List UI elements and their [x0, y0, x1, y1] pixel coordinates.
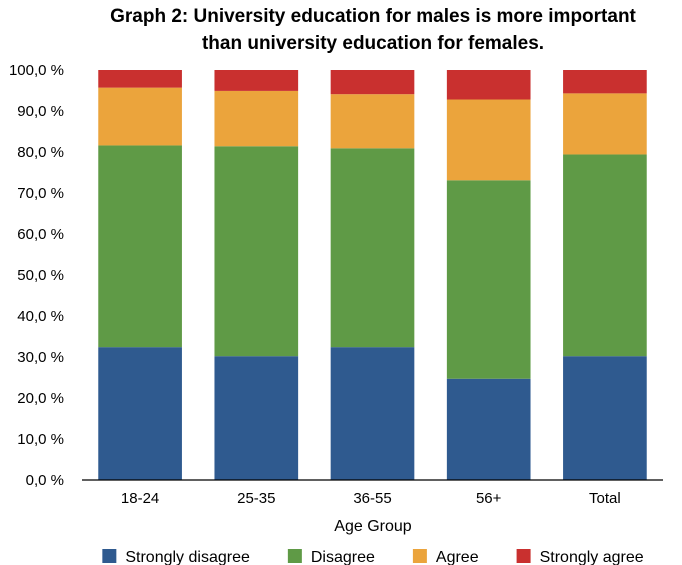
bar-segment-disagree [446, 180, 531, 379]
bar-segment-agree [98, 87, 182, 146]
bar-segment-agree [214, 90, 299, 147]
y-tick-label: 70,0 % [17, 185, 64, 202]
x-tick-label: Total [589, 490, 621, 507]
y-tick-label: 80,0 % [17, 144, 64, 161]
legend-label: Disagree [311, 549, 375, 565]
bar-segment-strongly-agree [214, 70, 299, 91]
x-axis-ticks: 18-24 25-35 36-55 56+ Total [121, 490, 621, 507]
bar-segment-strongly-agree [330, 70, 415, 95]
bar-segment-agree [563, 93, 647, 155]
bar-segment-disagree [214, 146, 299, 357]
legend-swatch [102, 549, 117, 563]
y-tick-label: 0,0 % [26, 472, 64, 489]
legend: Strongly disagree Disagree Agree Strongly a… [102, 549, 644, 565]
x-tick-label: 25-35 [237, 490, 275, 507]
y-tick-label: 30,0 % [17, 349, 64, 366]
bar-segment-disagree [98, 145, 182, 348]
y-tick-label: 10,0 % [17, 431, 64, 448]
bar-segment-disagree [330, 148, 415, 348]
bar-segment-disagree [563, 154, 647, 357]
y-tick-label: 40,0 % [17, 308, 64, 325]
bar-segment-strongly-agree [446, 70, 531, 100]
y-tick-label: 50,0 % [17, 267, 64, 284]
chart-title-line-2: than university education for females. [202, 33, 544, 54]
bar-segment-strongly-agree [563, 70, 647, 94]
chart-title-line-1: Graph 2: University education for males … [110, 6, 636, 27]
x-tick-label: 18-24 [121, 490, 159, 507]
bar-segment-strongly-disagree [330, 347, 415, 480]
legend-label: Agree [436, 549, 479, 565]
y-tick-label: 20,0 % [17, 390, 64, 407]
legend-label: Strongly agree [540, 549, 644, 565]
legend-swatch [287, 549, 302, 563]
y-tick-label: 90,0 % [17, 103, 64, 120]
y-tick-label: 100,0 % [9, 62, 64, 79]
bars [98, 70, 647, 480]
x-tick-label: 56+ [476, 490, 502, 507]
x-axis-label: Age Group [334, 518, 411, 535]
bar-segment-strongly-disagree [98, 347, 182, 480]
bar-segment-strongly-disagree [563, 356, 647, 480]
legend-swatch [412, 549, 427, 563]
legend-swatch [516, 549, 531, 563]
bar-segment-agree [446, 99, 531, 181]
bar-segment-strongly-disagree [446, 378, 531, 480]
y-tick-label: 60,0 % [17, 226, 64, 243]
bar-segment-strongly-disagree [214, 356, 299, 480]
x-tick-label: 36-55 [353, 490, 391, 507]
y-axis-ticks: 0,0 % 10,0 % 20,0 % 30,0 % 40,0 % 50,0 % 60,0 … [9, 62, 64, 489]
legend-label: Strongly disagree [125, 549, 250, 565]
bar-segment-strongly-agree [98, 70, 182, 88]
bar-segment-agree [330, 94, 415, 149]
